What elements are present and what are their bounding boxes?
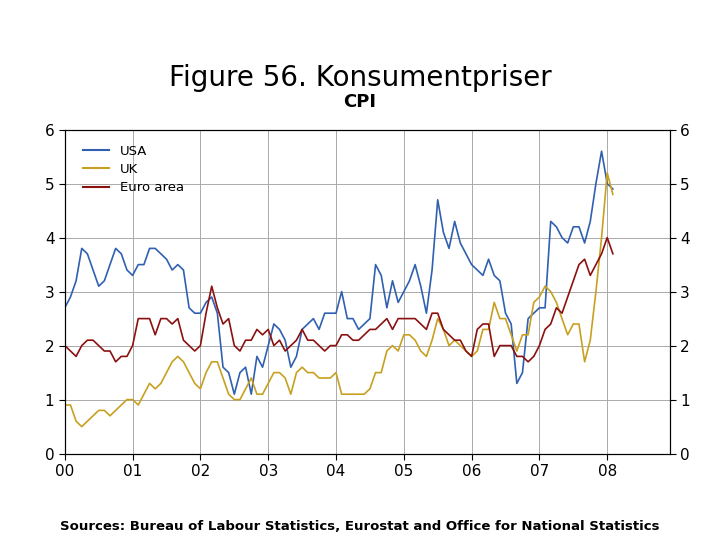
Text: CPI: CPI xyxy=(343,93,377,111)
Legend: USA, UK, Euro area: USA, UK, Euro area xyxy=(78,139,189,200)
Text: Sources: Bureau of Labour Statistics, Eurostat and Office for National Statistic: Sources: Bureau of Labour Statistics, Eu… xyxy=(60,520,660,533)
Text: Figure 56. Konsumentpriser: Figure 56. Konsumentpriser xyxy=(168,64,552,92)
